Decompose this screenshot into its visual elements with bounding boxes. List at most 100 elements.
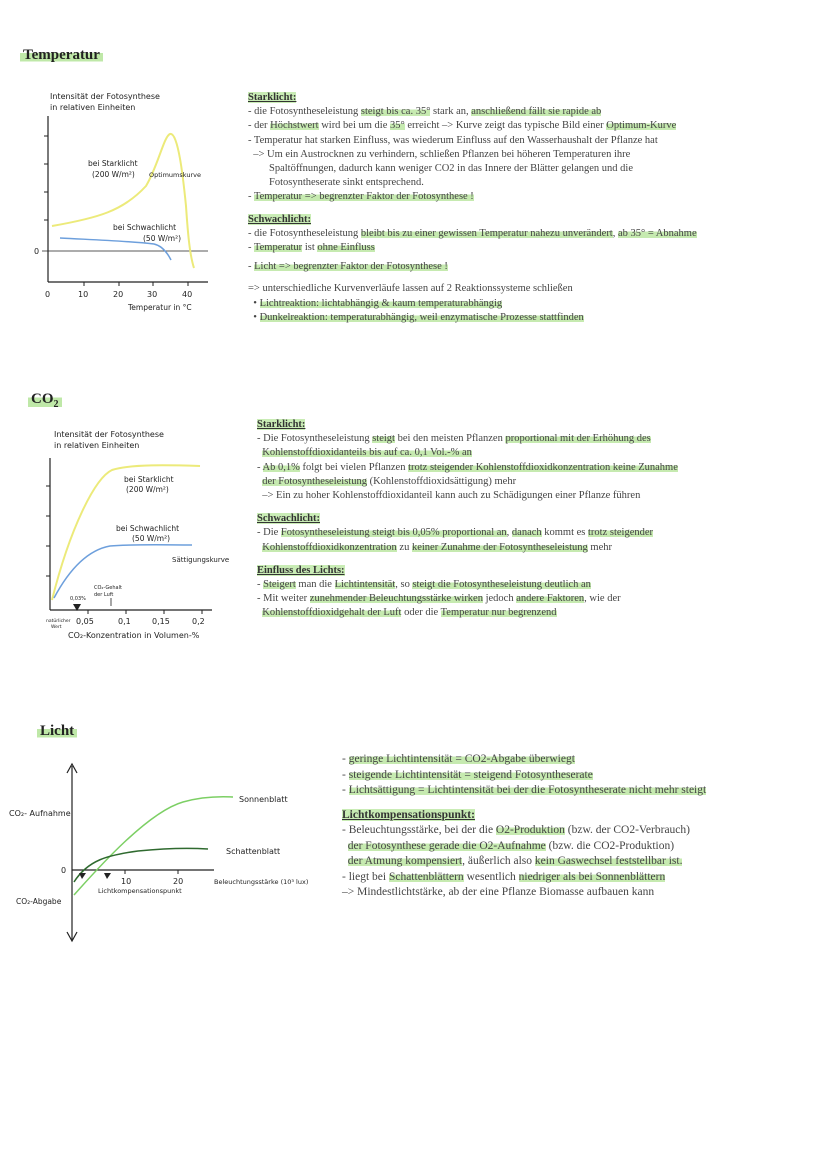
subheading-kompensation: Lichtkompensationspunkt: <box>342 808 475 821</box>
highlighted-text: Steigert <box>263 579 296 591</box>
label-shade: Schattenblatt <box>226 847 280 856</box>
note-line: - Lichtsättigung = Lichtintensität bei d… <box>342 783 820 799</box>
note-line: –> Mindestlichtstärke, ab der eine Pflan… <box>342 885 820 901</box>
label-sun: Sonnenblatt <box>239 795 288 804</box>
ylabel-line2: in relativen Einheiten <box>54 441 139 450</box>
x-ticks <box>87 610 203 614</box>
x-ticks <box>83 282 189 286</box>
text-segment <box>342 840 348 852</box>
subheading-starklicht: Starklicht: <box>257 419 306 430</box>
text-segment: • <box>248 311 260 323</box>
note-line: - Ab 0,1% folgt bei vielen Pflanzen trot… <box>257 461 817 475</box>
label-weak-2: (50 W/m²) <box>132 534 170 543</box>
zero-label: 0 <box>34 247 39 256</box>
highlighted-text: bleibt bis zu einer gewissen Temperatur … <box>360 227 613 239</box>
text-segment: - Beleuchtungsstärke, bei der die <box>342 824 496 836</box>
highlighted-text: proportional mit der Erhöhung des <box>505 433 651 445</box>
tick-10: 10 <box>78 290 88 299</box>
text-segment: wird bei um die <box>318 120 391 132</box>
highlighted-text: zunehmender Beleuchtungsstärke wirken <box>309 593 483 605</box>
highlighted-text: trotz steigender <box>588 527 654 539</box>
text-segment: - <box>257 579 264 591</box>
note-line: Kohlenstoffdioxidgehalt der Luft oder di… <box>257 606 817 620</box>
text-segment: –> Ein zu hoher Kohlenstoffdioxidanteil … <box>257 490 641 502</box>
xlabel: Temperatur in °C <box>127 303 192 312</box>
text-segment: ist <box>302 242 318 254</box>
text-segment: (bzw. der CO2-Verbrauch) <box>564 824 690 836</box>
highlighted-text: der Fotosynthese gerade die O2-Aufnahme <box>347 839 546 852</box>
note-line: • Lichtreaktion: lichtabhängig & kaum te… <box>248 297 808 311</box>
note-line: - Temperatur => begrenzter Faktor der Fo… <box>248 190 808 204</box>
y-ticks <box>44 135 48 221</box>
highlighted-text: Kohlenstoffdioxidgehalt der Luft <box>262 607 402 619</box>
text-segment: - <box>342 768 349 781</box>
ylabel-line1: Intensität der Fotosynthese <box>50 92 160 101</box>
note-line: - Licht => begrenzter Faktor der Fotosyn… <box>248 260 808 274</box>
tick-015: 0,15 <box>152 617 170 626</box>
text-segment: - liegt bei <box>342 870 389 883</box>
label-co2air-2: der Luft <box>94 592 113 598</box>
text-segment: , wie der <box>584 593 621 605</box>
highlighted-text: danach <box>511 527 542 539</box>
highlighted-text: Kohlenstoffdioxidanteils bis auf ca. 0,1… <box>262 447 472 459</box>
tick-02: 0,2 <box>192 617 205 626</box>
label-003: 0,03% <box>70 596 86 602</box>
highlighted-text: trotz steigender Kohlenstoffdioxidkonzen… <box>408 461 678 473</box>
y-ticks <box>46 485 50 577</box>
curve-schattenblatt <box>73 847 209 883</box>
note-line: der Fotosyntheseleistung (Kohlenstoffdio… <box>257 475 817 489</box>
temperature-graph: Intensität der Fotosynthese in relativen… <box>34 92 208 312</box>
highlighted-text: Schattenblättern <box>388 870 464 883</box>
highlighted-text: O2-Produktion <box>495 824 565 836</box>
highlighted-text: ab 35° = Abnahme <box>617 227 697 239</box>
subheading-schwachlicht: Schwachlicht: <box>248 213 311 225</box>
text-segment: kommt es <box>541 527 589 539</box>
label-weak-2: (50 W/m²) <box>143 234 181 243</box>
tick-0: 0 <box>45 290 50 299</box>
highlighted-text: kein Gaswechsel feststellbar ist. <box>534 855 683 867</box>
highlighted-text: der Fotosyntheseleistung <box>262 475 367 487</box>
highlighted-text: geringe Lichtintensität = CO2-Abgabe übe… <box>348 753 575 765</box>
highlighted-text: Licht => begrenzter Faktor der Fotosynth… <box>254 261 448 273</box>
highlighted-text: Temperatur => begrenzter Faktor der Foto… <box>253 191 474 203</box>
text-segment: - <box>342 784 349 796</box>
highlighted-text: Kohlenstoffdioxidkonzentration <box>262 541 397 553</box>
light-graph: CO₂- Aufnahme 0 CO₂-Abgabe Sonnenblatt S… <box>9 762 308 943</box>
text-segment: - die Fotosyntheseleistung <box>248 106 361 118</box>
subheading-einfluss: Einfluss des Lichts: <box>257 564 345 576</box>
notes-licht: - geringe Lichtintensität = CO2-Abgabe ü… <box>342 752 820 901</box>
text-segment: Fotosyntheserate sinkt entsprechend. <box>248 177 424 189</box>
xlabel: CO₂-Konzentration in Volumen-% <box>68 631 200 640</box>
highlighted-text: 35° <box>390 120 405 132</box>
curve-schwachlicht <box>59 237 172 261</box>
natural-value-marker <box>73 604 81 611</box>
y-arrow-down <box>66 931 78 943</box>
highlighted-text: Temperatur nur begrenzend <box>440 607 557 619</box>
highlighted-text: der Atmung kompensiert <box>347 855 463 867</box>
note-line: - Temperatur hat starken Einfluss, was w… <box>248 134 808 148</box>
label-strong-2: (200 W/m²) <box>92 170 135 179</box>
text-segment <box>342 855 348 867</box>
highlighted-text: steigt bis ca. 35° <box>360 106 431 118</box>
label-co2air-1: CO₂-Gehalt <box>94 585 122 591</box>
y-arrow-up <box>66 762 78 774</box>
co2-graph: Intensität der Fotosynthese in relativen… <box>46 430 229 640</box>
text-segment: - Die <box>257 527 281 539</box>
highlighted-text: andere Faktoren <box>516 593 585 605</box>
tick-30: 30 <box>147 290 157 299</box>
label-strong-2: (200 W/m²) <box>126 485 169 494</box>
text-segment: bei den meisten Pflanzen <box>394 433 506 445</box>
label-uptake: CO₂- Aufnahme <box>9 809 71 818</box>
label-weak-1: bei Schwachlicht <box>116 524 179 533</box>
note-line: Kohlenstoffdioxidanteils bis auf ca. 0,1… <box>257 446 817 460</box>
comp-marker-1 <box>79 873 86 879</box>
note-line: • Dunkelreaktion: temperaturabhängig, we… <box>248 311 808 325</box>
heading-temperatur: Temperatur <box>20 47 103 64</box>
heading-licht: Licht <box>37 723 78 740</box>
text-segment: –> Mindestlichtstärke, ab der eine Pflan… <box>342 886 655 898</box>
text-segment: man die <box>295 579 335 591</box>
note-line: - Steigert man die Lichtintensität, so s… <box>257 578 817 592</box>
subheading-starklicht: Starklicht: <box>248 92 297 103</box>
comp-marker-2 <box>104 873 111 879</box>
label-comp: Lichtkompensationspunkt <box>98 887 182 895</box>
